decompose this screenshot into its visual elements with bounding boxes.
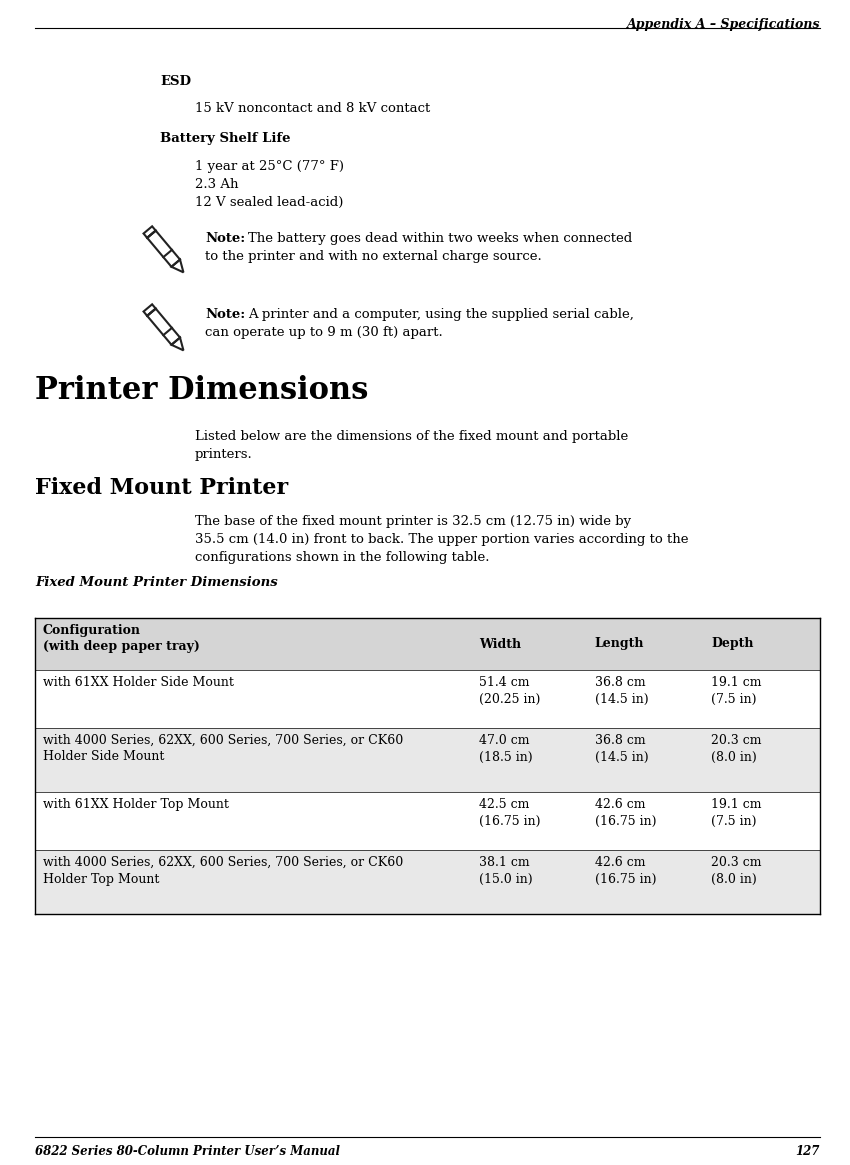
Text: 20.3 cm
(8.0 in): 20.3 cm (8.0 in) <box>711 734 762 763</box>
Text: The battery goes dead within two weeks when connected: The battery goes dead within two weeks w… <box>248 232 632 245</box>
Text: 127: 127 <box>796 1145 820 1158</box>
Text: 1 year at 25°C (77° F): 1 year at 25°C (77° F) <box>195 160 344 172</box>
Text: 36.8 cm
(14.5 in): 36.8 cm (14.5 in) <box>595 676 649 706</box>
Text: Note:: Note: <box>205 308 246 322</box>
Text: 38.1 cm
(15.0 in): 38.1 cm (15.0 in) <box>479 856 532 885</box>
Text: 19.1 cm
(7.5 in): 19.1 cm (7.5 in) <box>711 676 762 706</box>
Text: ESD: ESD <box>160 75 191 89</box>
Text: Appendix A – Specifications: Appendix A – Specifications <box>626 17 820 31</box>
Text: 20.3 cm
(8.0 in): 20.3 cm (8.0 in) <box>711 856 762 885</box>
Bar <box>35 670 820 728</box>
Text: 42.6 cm
(16.75 in): 42.6 cm (16.75 in) <box>595 856 656 885</box>
Text: 2.3 Ah: 2.3 Ah <box>195 178 239 191</box>
Text: 47.0 cm
(18.5 in): 47.0 cm (18.5 in) <box>479 734 532 763</box>
Text: (with deep paper tray): (with deep paper tray) <box>43 640 200 654</box>
Text: Battery Shelf Life: Battery Shelf Life <box>160 132 291 144</box>
Text: Printer Dimensions: Printer Dimensions <box>35 375 368 405</box>
Text: The base of the fixed mount printer is 32.5 cm (12.75 in) wide by: The base of the fixed mount printer is 3… <box>195 515 631 528</box>
Text: 19.1 cm
(7.5 in): 19.1 cm (7.5 in) <box>711 798 762 827</box>
Text: Depth: Depth <box>711 637 754 650</box>
Text: can operate up to 9 m (30 ft) apart.: can operate up to 9 m (30 ft) apart. <box>205 326 443 339</box>
Text: A printer and a computer, using the supplied serial cable,: A printer and a computer, using the supp… <box>248 308 634 322</box>
Text: 51.4 cm
(20.25 in): 51.4 cm (20.25 in) <box>479 676 540 706</box>
Text: Fixed Mount Printer: Fixed Mount Printer <box>35 476 288 499</box>
Text: 6822 Series 80-Column Printer User’s Manual: 6822 Series 80-Column Printer User’s Man… <box>35 1145 340 1158</box>
Text: with 61XX Holder Top Mount: with 61XX Holder Top Mount <box>43 798 229 811</box>
Text: printers.: printers. <box>195 449 252 461</box>
Text: Length: Length <box>595 637 644 650</box>
Text: Fixed Mount Printer Dimensions: Fixed Mount Printer Dimensions <box>35 576 278 589</box>
Bar <box>35 617 820 670</box>
Bar <box>35 792 820 850</box>
Text: 36.8 cm
(14.5 in): 36.8 cm (14.5 in) <box>595 734 649 763</box>
Text: configurations shown in the following table.: configurations shown in the following ta… <box>195 551 490 564</box>
Text: Note:: Note: <box>205 232 246 245</box>
Text: with 61XX Holder Side Mount: with 61XX Holder Side Mount <box>43 676 234 689</box>
Text: with 4000 Series, 62XX, 600 Series, 700 Series, or CK60
Holder Top Mount: with 4000 Series, 62XX, 600 Series, 700 … <box>43 856 403 885</box>
Bar <box>35 728 820 792</box>
Bar <box>35 850 820 915</box>
Text: with 4000 Series, 62XX, 600 Series, 700 Series, or CK60
Holder Side Mount: with 4000 Series, 62XX, 600 Series, 700 … <box>43 734 403 763</box>
Text: Listed below are the dimensions of the fixed mount and portable: Listed below are the dimensions of the f… <box>195 430 628 443</box>
Text: 12 V sealed lead-acid): 12 V sealed lead-acid) <box>195 196 343 209</box>
Text: 42.5 cm
(16.75 in): 42.5 cm (16.75 in) <box>479 798 540 827</box>
Text: 35.5 cm (14.0 in) front to back. The upper portion varies according to the: 35.5 cm (14.0 in) front to back. The upp… <box>195 534 689 546</box>
Text: Width: Width <box>479 637 521 650</box>
Text: 15 kV noncontact and 8 kV contact: 15 kV noncontact and 8 kV contact <box>195 103 430 115</box>
Text: Configuration: Configuration <box>43 624 141 637</box>
Text: 42.6 cm
(16.75 in): 42.6 cm (16.75 in) <box>595 798 656 827</box>
Text: to the printer and with no external charge source.: to the printer and with no external char… <box>205 250 541 263</box>
